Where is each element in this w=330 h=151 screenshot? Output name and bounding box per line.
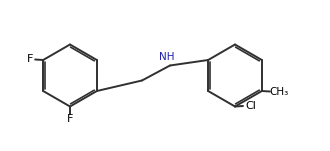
Text: F: F bbox=[26, 54, 33, 64]
Text: CH₃: CH₃ bbox=[269, 87, 288, 97]
Text: Cl: Cl bbox=[245, 101, 256, 111]
Text: NH: NH bbox=[159, 52, 175, 62]
Text: F: F bbox=[67, 114, 73, 124]
